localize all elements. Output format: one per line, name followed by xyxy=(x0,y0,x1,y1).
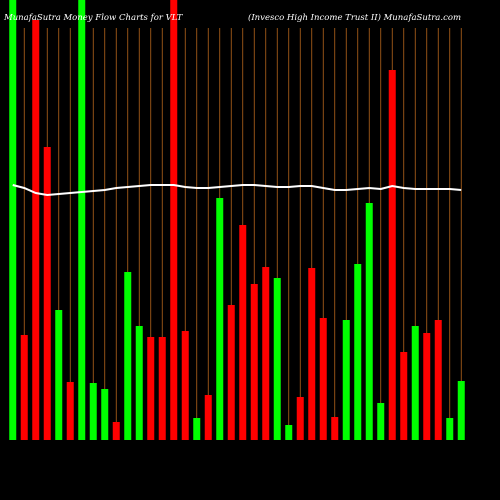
bar xyxy=(9,0,17,440)
bar xyxy=(20,335,28,440)
bar xyxy=(377,403,385,440)
bar xyxy=(66,382,74,440)
bar xyxy=(147,337,155,440)
bar xyxy=(262,267,270,440)
bar xyxy=(354,264,362,440)
bar xyxy=(158,337,166,440)
bar xyxy=(135,326,143,440)
chart-title: MunafaSutra Money Flow Charts for VLT xyxy=(3,13,184,23)
bar xyxy=(411,326,419,440)
bar xyxy=(400,352,408,440)
bar xyxy=(342,320,350,440)
bar xyxy=(112,422,120,440)
bar xyxy=(43,147,51,440)
bar xyxy=(308,268,316,440)
bar xyxy=(457,381,465,440)
bar xyxy=(239,225,247,440)
bar xyxy=(170,0,178,440)
bar xyxy=(319,318,327,440)
bar xyxy=(285,425,293,440)
money-flow-line xyxy=(12,184,462,197)
bar xyxy=(365,203,373,440)
bar xyxy=(331,417,339,440)
bar xyxy=(181,331,189,440)
bar xyxy=(296,397,304,440)
bar xyxy=(193,418,201,440)
bar xyxy=(55,310,63,440)
bar xyxy=(101,389,109,440)
bar xyxy=(204,395,212,440)
bar xyxy=(434,320,442,440)
bar xyxy=(89,383,97,440)
bar xyxy=(423,333,431,440)
bar xyxy=(273,278,281,440)
bar xyxy=(32,20,40,440)
bar xyxy=(388,70,396,440)
bar xyxy=(446,418,454,440)
bar xyxy=(124,272,132,440)
chart-subtitle: (Invesco High Income Trust II) MunafaSut… xyxy=(248,12,461,23)
bar xyxy=(216,198,224,440)
bar xyxy=(227,305,235,440)
bar xyxy=(250,284,258,440)
bar xyxy=(78,0,86,440)
